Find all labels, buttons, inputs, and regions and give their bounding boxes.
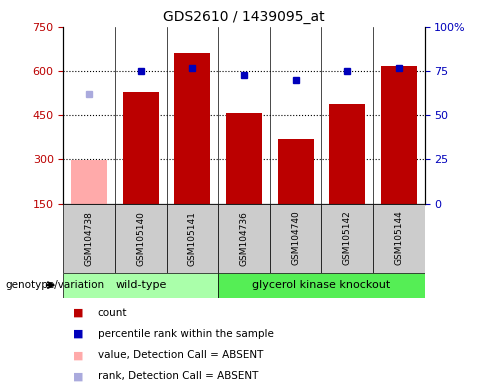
Text: ■: ■ bbox=[73, 308, 84, 318]
Bar bbox=[226, 113, 262, 204]
Bar bbox=[63, 273, 218, 298]
Bar bbox=[174, 53, 210, 204]
Bar bbox=[373, 204, 425, 273]
Text: genotype/variation: genotype/variation bbox=[5, 280, 104, 290]
Text: GSM105140: GSM105140 bbox=[136, 211, 145, 265]
Bar bbox=[71, 160, 107, 204]
Text: glycerol kinase knockout: glycerol kinase knockout bbox=[252, 280, 390, 290]
Text: ■: ■ bbox=[73, 329, 84, 339]
Bar bbox=[278, 139, 314, 204]
Text: GSM105142: GSM105142 bbox=[343, 211, 352, 265]
Text: GSM104738: GSM104738 bbox=[85, 211, 94, 265]
Bar bbox=[166, 204, 218, 273]
Bar bbox=[270, 204, 322, 273]
Bar bbox=[322, 204, 373, 273]
Bar bbox=[218, 273, 425, 298]
Bar bbox=[115, 204, 166, 273]
Text: percentile rank within the sample: percentile rank within the sample bbox=[98, 329, 273, 339]
Bar bbox=[381, 66, 417, 204]
Text: wild-type: wild-type bbox=[115, 280, 166, 290]
Text: ■: ■ bbox=[73, 371, 84, 381]
Title: GDS2610 / 1439095_at: GDS2610 / 1439095_at bbox=[163, 10, 325, 25]
Text: GSM105141: GSM105141 bbox=[188, 211, 197, 265]
Text: ■: ■ bbox=[73, 350, 84, 360]
Text: GSM104740: GSM104740 bbox=[291, 211, 300, 265]
Bar bbox=[63, 204, 115, 273]
Text: value, Detection Call = ABSENT: value, Detection Call = ABSENT bbox=[98, 350, 263, 360]
Text: GSM105144: GSM105144 bbox=[394, 211, 403, 265]
Text: rank, Detection Call = ABSENT: rank, Detection Call = ABSENT bbox=[98, 371, 258, 381]
Bar bbox=[123, 92, 159, 204]
Bar bbox=[218, 204, 270, 273]
Text: GSM104736: GSM104736 bbox=[240, 211, 248, 265]
Text: count: count bbox=[98, 308, 127, 318]
Bar bbox=[329, 104, 365, 204]
